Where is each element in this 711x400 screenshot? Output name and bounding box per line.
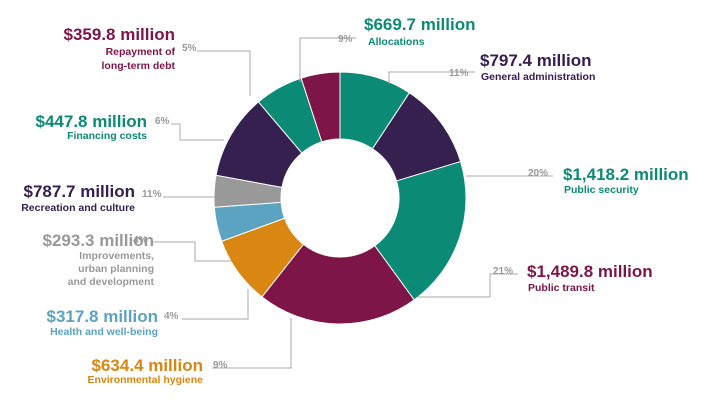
- amount-label-public-transit: $1,489.8 million: [527, 262, 653, 281]
- leader-environmental-hygiene: [212, 318, 292, 369]
- percent-label-improvements-urban-planning-and-development: 4%: [133, 235, 148, 246]
- slice-public-transit: [261, 243, 415, 325]
- percent-label-general-administration: 11%: [449, 68, 469, 79]
- amount-label-improvements-urban-planning-and-development: $293.3 million: [43, 231, 155, 250]
- percent-label-repayment-of-long-term-debt: 5%: [182, 43, 197, 54]
- percent-label-allocations: 9%: [338, 34, 353, 45]
- percent-label-environmental-hygiene: 9%: [213, 360, 228, 371]
- amount-label-allocations: $669.7 million: [364, 15, 476, 34]
- leader-improvements-urban-planning-and-development: [151, 241, 232, 262]
- amount-label-environmental-hygiene: $634.4 million: [92, 356, 204, 375]
- amount-label-financing-costs: $447.8 million: [36, 112, 148, 131]
- amount-label-recreation-and-culture: $787.7 million: [24, 182, 136, 201]
- leader-financing-costs: [171, 123, 224, 141]
- category-label-allocations: Allocations: [368, 36, 425, 48]
- category-label-recreation-and-culture: Recreation and culture: [21, 202, 135, 214]
- category-label-repayment-of-long-term-debt: Repayment of: [106, 46, 176, 58]
- category-label-general-administration: General administration: [481, 71, 595, 83]
- category-label-health-and-well-being: Health and well-being: [50, 326, 158, 338]
- leader-general-administration: [388, 71, 475, 84]
- category-label-improvements-urban-planning-and-development: urban planning: [78, 263, 154, 275]
- leader-public-transit: [417, 273, 518, 298]
- percent-label-financing-costs: 6%: [155, 116, 170, 127]
- percent-label-health-and-well-being: 4%: [164, 311, 179, 322]
- category-label-improvements-urban-planning-and-development: Improvements,: [79, 250, 154, 262]
- percent-label-public-security: 20%: [528, 168, 548, 179]
- category-label-public-transit: Public transit: [528, 282, 595, 294]
- leader-allocations: [299, 37, 356, 82]
- amount-label-general-administration: $797.4 million: [480, 51, 592, 70]
- amount-label-health-and-well-being: $317.8 million: [47, 307, 159, 326]
- category-label-improvements-urban-planning-and-development: and development: [68, 276, 155, 288]
- slice-repayment-of-long-term-debt: [300, 71, 341, 143]
- leader-repayment-of-long-term-debt: [197, 50, 251, 96]
- category-label-repayment-of-long-term-debt: long-term debt: [102, 60, 176, 72]
- category-label-financing-costs: Financing costs: [67, 130, 147, 142]
- amount-label-repayment-of-long-term-debt: $359.8 million: [64, 25, 176, 44]
- category-label-environmental-hygiene: Environmental hygiene: [87, 374, 203, 386]
- percent-label-recreation-and-culture: 11%: [142, 189, 162, 200]
- category-label-public-security: Public security: [564, 184, 639, 196]
- leader-health-and-well-being: [182, 289, 249, 320]
- amount-label-public-security: $1,418.2 million: [563, 165, 689, 184]
- percent-label-public-transit: 21%: [493, 266, 513, 277]
